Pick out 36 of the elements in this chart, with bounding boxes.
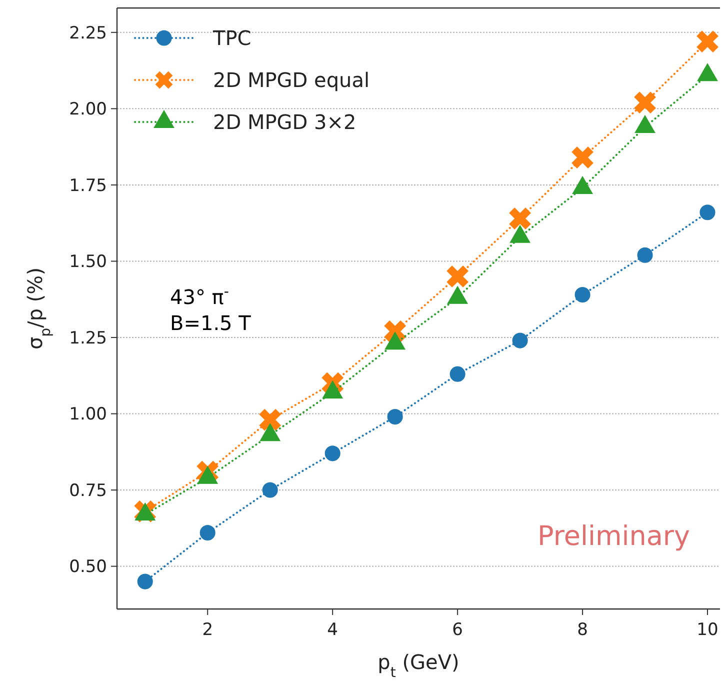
point (259, 408, 282, 431)
point (450, 366, 466, 382)
point (200, 524, 216, 540)
point (512, 332, 528, 348)
y-tick-label: 2.25 (69, 23, 107, 44)
y-tick-label: 2.00 (69, 100, 107, 120)
x-tick-label: 4 (327, 620, 338, 640)
point (324, 446, 340, 462)
x-tick-label: 2 (202, 620, 214, 640)
annotation: Preliminary (538, 521, 690, 552)
point (572, 146, 594, 168)
x-axis-title: p$_{t}$ (GeV) (378, 650, 460, 681)
x-tick-label: 10 (696, 620, 718, 640)
y-tick-label: 1.50 (69, 252, 107, 272)
annotation: B=1.5 T (170, 311, 252, 335)
point (262, 482, 278, 498)
legend-label: 2D MPGD equal (213, 68, 370, 92)
point (574, 287, 590, 303)
point (700, 204, 716, 220)
legend-label: TPC (212, 26, 252, 50)
point (634, 92, 656, 114)
y-tick-label: 1.75 (69, 176, 107, 196)
annotation: 43° π$^{-}$ (170, 284, 229, 309)
point (446, 266, 469, 288)
x-tick-label: 6 (452, 620, 463, 640)
y-tick-label: 0.75 (69, 480, 107, 501)
y-tick-label: 1.00 (69, 404, 107, 425)
point (637, 247, 653, 263)
point (387, 409, 403, 425)
point (137, 574, 153, 590)
y-tick-label: 1.25 (69, 328, 107, 348)
point (696, 30, 718, 53)
legend-label: 2D MPGD 3×2 (213, 110, 356, 134)
y-tick-label: 0.50 (69, 557, 107, 578)
point (509, 208, 531, 230)
x-tick-label: 8 (577, 620, 588, 640)
